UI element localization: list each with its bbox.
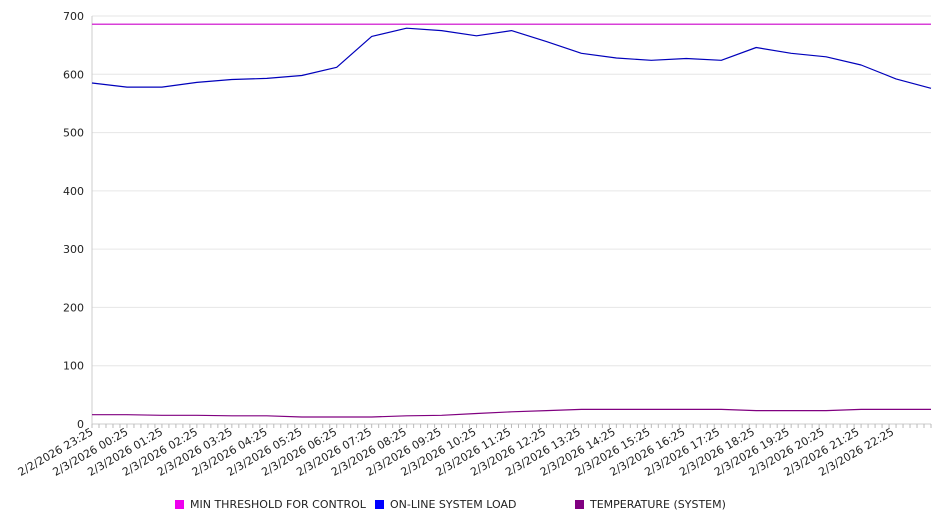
axes (91, 16, 932, 428)
legend-item-temperature[interactable]: TEMPERATURE (SYSTEM) (575, 498, 726, 511)
y-tick-label-600: 600 (63, 68, 84, 81)
legend-label-min-threshold: MIN THRESHOLD FOR CONTROL (190, 498, 366, 511)
legend: MIN THRESHOLD FOR CONTROL ON-LINE SYSTEM… (0, 498, 946, 514)
y-tick-label-100: 100 (63, 360, 84, 373)
legend-label-temperature: TEMPERATURE (SYSTEM) (590, 498, 726, 511)
series-line-temperature-system (92, 408, 931, 418)
y-tick-label-300: 300 (63, 243, 84, 256)
y-tick-label-700: 700 (63, 10, 84, 23)
x-axis-ticks: 2/2/2026 23:252/3/2026 00:252/3/2026 01:… (16, 425, 896, 479)
legend-swatch-min-threshold (175, 500, 184, 509)
y-tick-label-0: 0 (77, 418, 84, 431)
legend-swatch-temperature (575, 500, 584, 509)
grid-lines (92, 15, 931, 367)
series-lines (91, 23, 932, 418)
y-tick-label-200: 200 (63, 301, 84, 314)
legend-label-system-load: ON-LINE SYSTEM LOAD (390, 498, 517, 511)
y-tick-label-400: 400 (63, 185, 84, 198)
legend-item-system-load[interactable]: ON-LINE SYSTEM LOAD (375, 498, 516, 511)
series-line-on-line-system-load (91, 27, 932, 89)
legend-item-min-threshold[interactable]: MIN THRESHOLD FOR CONTROL (175, 498, 366, 511)
legend-swatch-system-load (375, 500, 384, 509)
y-axis-ticks: 0 100 200 300 400 500 600 700 (63, 10, 84, 431)
y-tick-label-500: 500 (63, 127, 84, 140)
